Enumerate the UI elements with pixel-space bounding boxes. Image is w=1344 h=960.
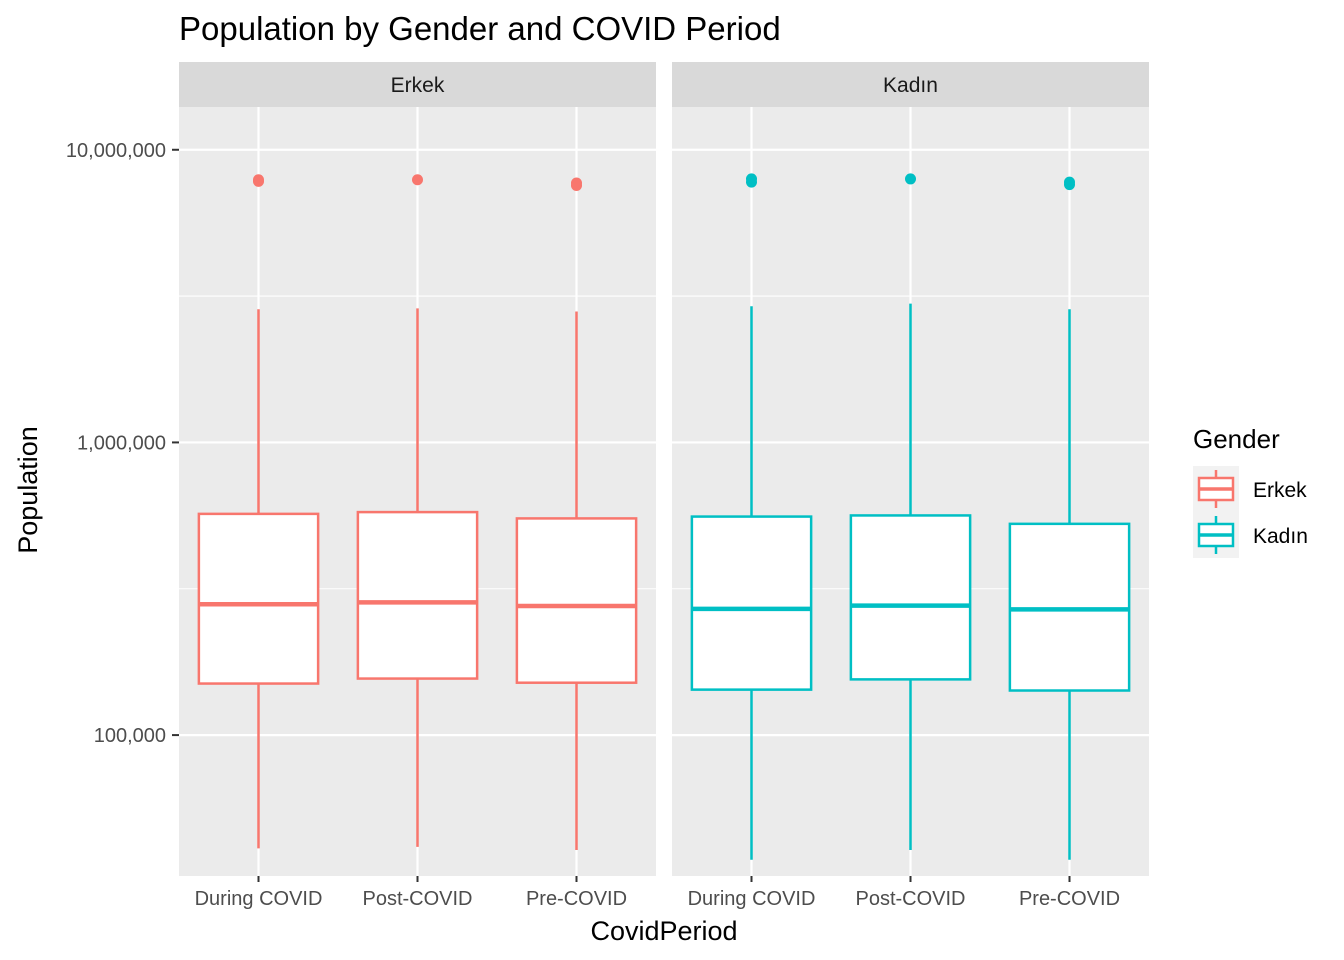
y-tick-label: 100,000 [94,725,166,747]
y-axis: 100,000 1,000,000 10,000,000 [66,140,179,747]
panel-erkek: Erkek During COVID Post-COVID Pre-COVID [179,62,656,910]
box-during-covid [690,173,813,860]
box-iqr [849,514,972,681]
legend-title: Gender [1193,424,1280,454]
box-iqr [690,515,813,691]
x-tick-label: Pre-COVID [1019,888,1120,910]
outlier-point [412,174,423,186]
outlier-point [746,173,757,185]
x-tick-label: During COVID [195,888,323,910]
facet-strip-label: Kadın [883,74,938,97]
y-tick-label: 1,000,000 [77,432,166,454]
legend: Gender Erkek Kadın [1193,424,1308,558]
legend-label: Kadın [1253,525,1308,548]
outlier-point [253,174,264,186]
box-post-covid [849,173,972,850]
chart-title: Population by Gender and COVID Period [179,10,781,47]
x-tick-label: During COVID [688,888,816,910]
box-post-covid [356,174,479,847]
legend-label: Erkek [1253,479,1307,502]
outlier-point [1064,176,1075,188]
facet-strip-label: Erkek [391,74,445,97]
box-during-covid [197,174,320,849]
x-axis-title: CovidPeriod [590,916,737,946]
box-iqr [197,512,320,685]
x-tick-label: Post-COVID [855,888,965,910]
outlier-point [571,177,582,189]
legend-item-kadın: Kadın [1193,512,1308,558]
panel-kadın: Kadın During COVID Post-COVID Pre-COVID [672,62,1149,910]
y-axis-title: Population [13,426,43,554]
facet-strip [672,62,1149,107]
box-pre-covid [1008,176,1131,860]
box-pre-covid [515,177,638,850]
outlier-point [905,173,916,185]
y-tick-label: 10,000,000 [66,140,166,162]
box-iqr [356,510,479,680]
x-tick-label: Pre-COVID [526,888,627,910]
box-iqr [515,517,638,684]
x-tick-label: Post-COVID [362,888,472,910]
legend-item-erkek: Erkek [1193,466,1307,512]
facet-strip [179,62,656,107]
